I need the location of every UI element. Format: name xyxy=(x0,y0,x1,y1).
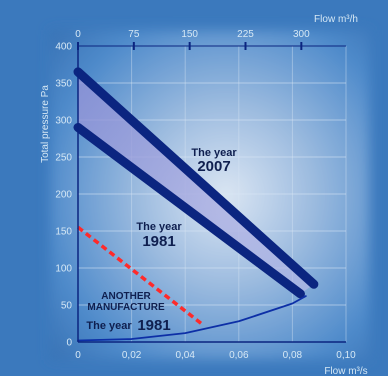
series-other-1981-line xyxy=(76,225,203,325)
x-axis-label-bottom: Flow m³/s xyxy=(324,366,367,376)
x-axis-label-top: Flow m³/h xyxy=(314,14,358,25)
annotation-other-line3b: 1981 xyxy=(137,317,170,334)
y-axis-label: Total pressure Pa xyxy=(40,85,51,163)
series-2007-line xyxy=(73,67,319,289)
x-tick-label: 0,02 xyxy=(122,350,142,361)
x-top-tick-label: 225 xyxy=(237,29,254,40)
y-tick-label: 250 xyxy=(55,153,72,164)
x-tick-label: 0 xyxy=(75,350,81,361)
x-top-tick-label: 150 xyxy=(181,29,198,40)
series-1981-line xyxy=(73,122,305,299)
annotation-2007-line2: 2007 xyxy=(197,158,230,175)
y-tick-label: 150 xyxy=(55,227,72,238)
annotation-other-line3a: The year xyxy=(86,320,132,332)
x-tick-label: 0,10 xyxy=(336,350,356,361)
annotation-1981-line1: The year xyxy=(136,221,182,233)
annotation-1981-line2: 1981 xyxy=(142,233,175,250)
x-tick-label: 0,06 xyxy=(229,350,249,361)
x-top-tick-label: 0 xyxy=(75,29,81,40)
y-tick-label: 200 xyxy=(55,190,72,201)
x-tick-label: 0,04 xyxy=(175,350,195,361)
annotation-other-line1: ANOTHER xyxy=(101,291,151,302)
y-tick-label: 50 xyxy=(61,301,73,312)
annotation-2007-line1: The year xyxy=(191,147,237,159)
y-tick-label: 100 xyxy=(55,264,72,275)
y-tick-label: 300 xyxy=(55,116,72,127)
annotation-other-line2: MANUFACTURE xyxy=(87,302,165,313)
x-top-tick-label: 75 xyxy=(128,29,140,40)
x-top-tick-label: 300 xyxy=(293,29,310,40)
y-tick-label: 0 xyxy=(66,338,72,349)
series-layer xyxy=(73,67,319,342)
y-tick-label: 350 xyxy=(55,79,72,90)
y-tick-label: 400 xyxy=(55,42,72,53)
system-curve-line xyxy=(77,295,307,342)
x-tick-label: 0,08 xyxy=(283,350,303,361)
